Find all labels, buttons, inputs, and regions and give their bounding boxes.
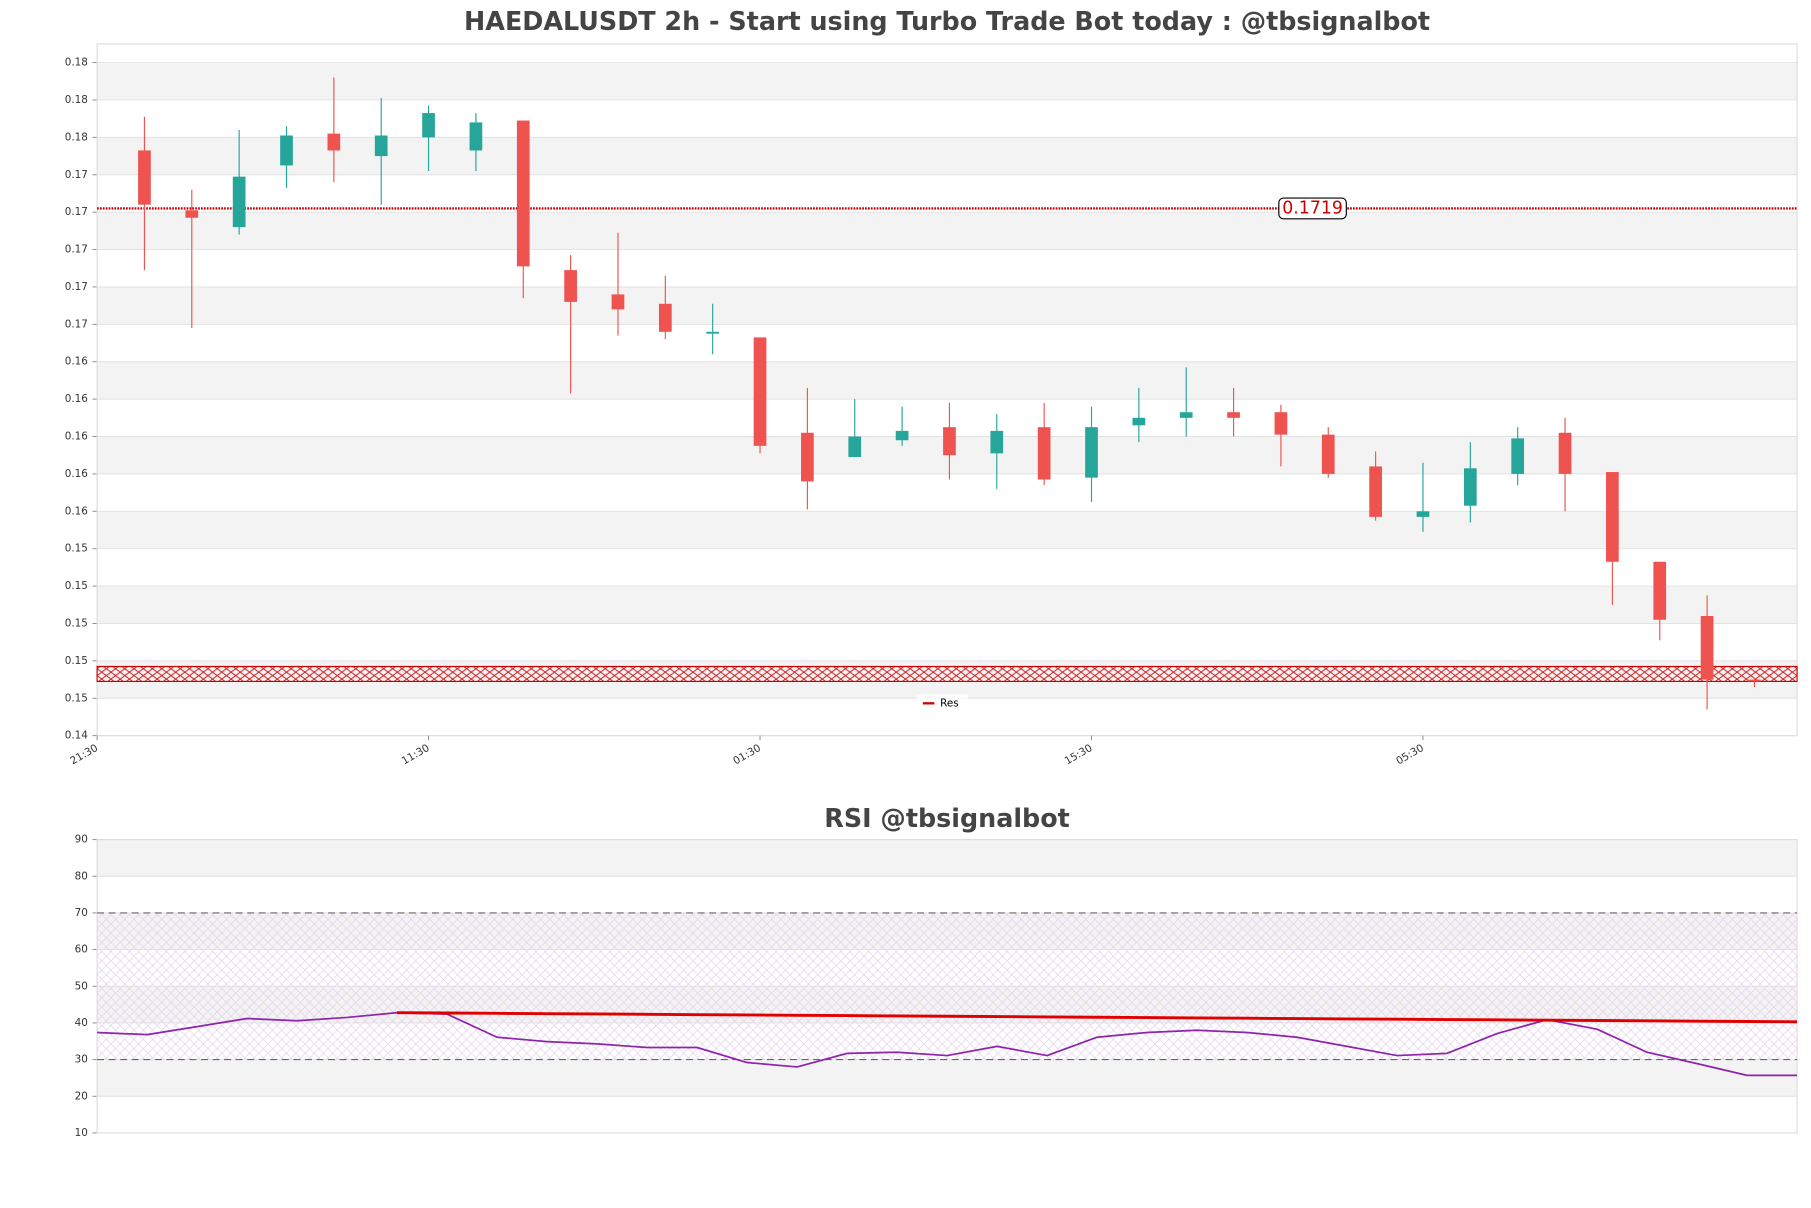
y-tick-label: 20	[75, 1090, 88, 1102]
candle-body	[706, 331, 720, 334]
candle-body	[1085, 427, 1098, 478]
candle-body	[1748, 679, 1761, 682]
y-tick-label: 30	[75, 1054, 88, 1066]
candle-body	[1179, 412, 1193, 418]
candle-body	[1653, 561, 1667, 620]
candle-body	[1037, 427, 1051, 480]
y-tick-label: 0.14	[65, 730, 88, 742]
y-tick-label: 10	[75, 1127, 88, 1139]
candle-body	[516, 120, 530, 267]
candle-body	[753, 337, 767, 446]
y-tick-label: 0.18	[65, 57, 88, 69]
grid-band	[97, 839, 1798, 877]
y-tick-label: 0.15	[65, 692, 88, 704]
y-tick-label: 0.15	[65, 617, 88, 629]
legend-label: Res	[940, 697, 959, 709]
y-tick-label: 0.17	[65, 244, 88, 256]
grid-band	[97, 137, 1798, 175]
y-tick-label: 70	[75, 907, 88, 919]
series-line	[97, 1011, 1798, 1077]
legend-box	[917, 694, 968, 713]
grid-band	[97, 212, 1798, 250]
y-tick-label: 0.17	[65, 206, 88, 218]
candle-body	[801, 432, 814, 482]
candle-body	[611, 294, 625, 310]
candle-body	[895, 430, 909, 441]
grid-band	[97, 1059, 1798, 1097]
y-tick-label: 0.16	[65, 431, 88, 443]
grid-band	[97, 286, 1798, 325]
candle-body	[1463, 468, 1477, 506]
candle-body	[1606, 472, 1619, 562]
chart-title: HAEDALUSDT 2h - Start using Turbo Trade …	[464, 6, 1430, 36]
candle-body	[327, 133, 341, 151]
grid-band	[97, 511, 1798, 549]
grid-band	[97, 361, 1798, 400]
plot-frame	[96, 43, 1798, 737]
candle-body	[469, 122, 483, 151]
candle-body	[1369, 466, 1382, 517]
y-tick-label: 90	[75, 834, 88, 846]
candle-body	[1321, 434, 1335, 474]
y-tick-label: 0.16	[65, 505, 88, 517]
y-tick-label: 0.17	[65, 169, 88, 181]
support-zone	[96, 665, 1798, 683]
y-tick-label: 0.18	[65, 94, 88, 106]
y-tick-label: 40	[75, 1017, 88, 1029]
candle-body	[232, 176, 246, 228]
candle-body	[374, 135, 388, 157]
candle-body	[943, 427, 956, 456]
candle-body	[1227, 412, 1240, 418]
candle-body	[422, 113, 435, 138]
y-tick-label: 0.15	[65, 655, 88, 667]
resistance-label-box	[1278, 197, 1347, 220]
y-tick-label: 0.15	[65, 580, 88, 592]
series-line	[397, 1011, 1798, 1024]
candle-body	[990, 430, 1004, 454]
y-tick-label: 0.17	[65, 318, 88, 330]
reference-band	[97, 912, 1798, 1060]
candle-body	[658, 303, 672, 332]
grid-band	[97, 62, 1798, 100]
candle-body	[1274, 412, 1288, 435]
candle-body	[1132, 417, 1146, 426]
candle-body	[564, 270, 577, 302]
y-tick-label: 80	[75, 870, 88, 882]
candle-body	[280, 135, 293, 166]
y-tick-label: 0.16	[65, 393, 88, 405]
y-tick-label: 0.16	[65, 356, 88, 368]
candle-body	[1700, 615, 1714, 680]
candle-body	[185, 210, 199, 218]
y-tick-label: 50	[75, 980, 88, 992]
y-tick-label: 0.18	[65, 131, 88, 143]
candle-body	[1511, 438, 1525, 474]
y-tick-label: 0.16	[65, 468, 88, 480]
grid-band	[97, 586, 1798, 624]
candle-body	[138, 150, 151, 205]
y-tick-label: 60	[75, 944, 88, 956]
candle-body	[1558, 432, 1572, 474]
resistance-label: 0.1719	[1282, 198, 1343, 218]
y-tick-label: 0.15	[65, 543, 88, 555]
candle-body	[848, 436, 862, 458]
chart-title: RSI @tbsignalbot	[824, 803, 1070, 833]
candle-body	[1416, 511, 1430, 517]
y-tick-label: 0.17	[65, 281, 88, 293]
